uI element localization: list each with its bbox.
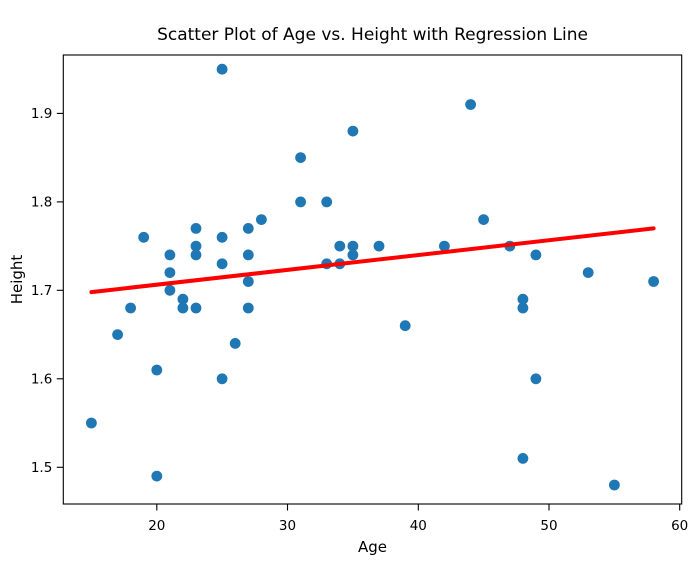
data-point — [216, 258, 228, 270]
chart-title: Scatter Plot of Age vs. Height with Regr… — [157, 25, 588, 45]
data-point — [347, 249, 359, 261]
data-point — [190, 223, 202, 234]
data-point — [530, 249, 542, 261]
data-point — [517, 293, 529, 305]
x-tick-label: 20 — [148, 518, 165, 534]
y-tick-label: 1.7 — [31, 283, 52, 299]
data-point — [216, 231, 228, 243]
data-point — [177, 293, 189, 305]
data-point — [334, 240, 346, 252]
data-point — [242, 249, 254, 261]
y-tick-label: 1.9 — [31, 106, 52, 122]
data-point — [190, 240, 202, 252]
data-point — [242, 302, 254, 314]
y-tick-label: 1.8 — [31, 195, 52, 211]
data-point — [373, 240, 385, 252]
data-point — [582, 267, 594, 278]
data-point — [530, 373, 542, 385]
x-tick-label: 30 — [279, 518, 296, 534]
data-point — [190, 249, 202, 261]
age-height-points — [86, 63, 659, 491]
data-point — [229, 338, 241, 349]
data-point — [242, 223, 254, 234]
data-point — [164, 284, 176, 296]
data-point — [151, 364, 163, 376]
data-point — [609, 479, 620, 491]
data-point — [295, 152, 306, 164]
data-point — [465, 99, 476, 110]
data-point — [517, 302, 529, 314]
data-point — [347, 240, 359, 252]
y-tick-label: 1.5 — [31, 460, 52, 476]
data-point — [86, 417, 97, 429]
series-layer — [86, 63, 659, 491]
regression-line — [89, 226, 656, 295]
x-tick-label: 50 — [540, 518, 557, 534]
x-tick-label: 60 — [671, 518, 688, 534]
data-point — [242, 276, 254, 287]
data-point — [190, 302, 202, 314]
axes-layer: 20 30 40 50 60 1.5 1.6 1.7 1.8 1.9 — [31, 54, 688, 534]
data-point — [112, 329, 123, 340]
data-point — [347, 125, 359, 137]
data-point — [216, 63, 228, 75]
data-point — [295, 196, 306, 208]
data-point — [216, 373, 228, 385]
data-point — [321, 196, 333, 208]
data-point — [478, 214, 489, 226]
data-point — [256, 214, 267, 226]
data-point — [399, 320, 411, 332]
x-axis-label: Age — [358, 538, 387, 556]
data-point — [439, 240, 450, 252]
y-tick-label: 1.6 — [31, 372, 52, 388]
data-point — [151, 470, 163, 482]
data-point — [138, 231, 150, 243]
data-point — [125, 302, 136, 314]
data-point — [517, 453, 529, 464]
data-point — [177, 302, 189, 314]
x-tick-label: 40 — [410, 518, 427, 534]
y-axis-label: Height — [8, 255, 26, 305]
data-point — [164, 267, 176, 278]
data-point — [164, 249, 176, 261]
data-point — [648, 276, 659, 287]
plot-border — [62, 54, 683, 505]
